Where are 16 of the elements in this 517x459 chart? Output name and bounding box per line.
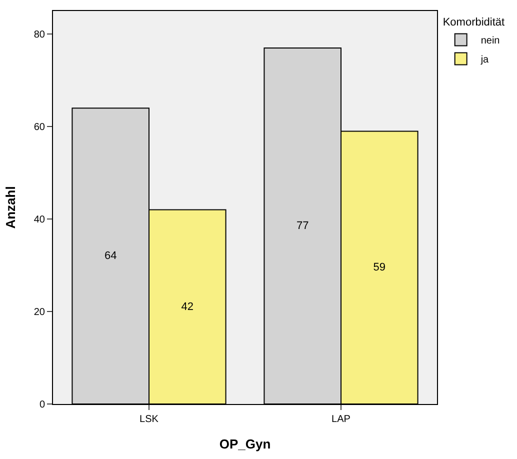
x-tick-label: LAP <box>332 414 351 425</box>
x-axis-title: OP_Gyn <box>219 436 271 452</box>
y-tick-label: 80 <box>34 30 46 41</box>
legend-label: ja <box>480 54 490 66</box>
data-label: 59 <box>373 262 386 274</box>
y-axis-title: Anzahl <box>2 186 18 229</box>
y-tick-label: 60 <box>34 122 46 134</box>
legend-label: nein <box>480 36 500 47</box>
y-tick-label: 20 <box>34 307 46 318</box>
data-label: 64 <box>104 250 117 262</box>
y-tick-label: 0 <box>39 400 46 410</box>
data-label: 42 <box>181 300 194 313</box>
legend-title: Komorbidität <box>442 16 505 28</box>
x-tick-label: LSK <box>140 414 159 425</box>
data-label: 77 <box>296 220 309 232</box>
y-tick-label: 40 <box>34 214 46 226</box>
